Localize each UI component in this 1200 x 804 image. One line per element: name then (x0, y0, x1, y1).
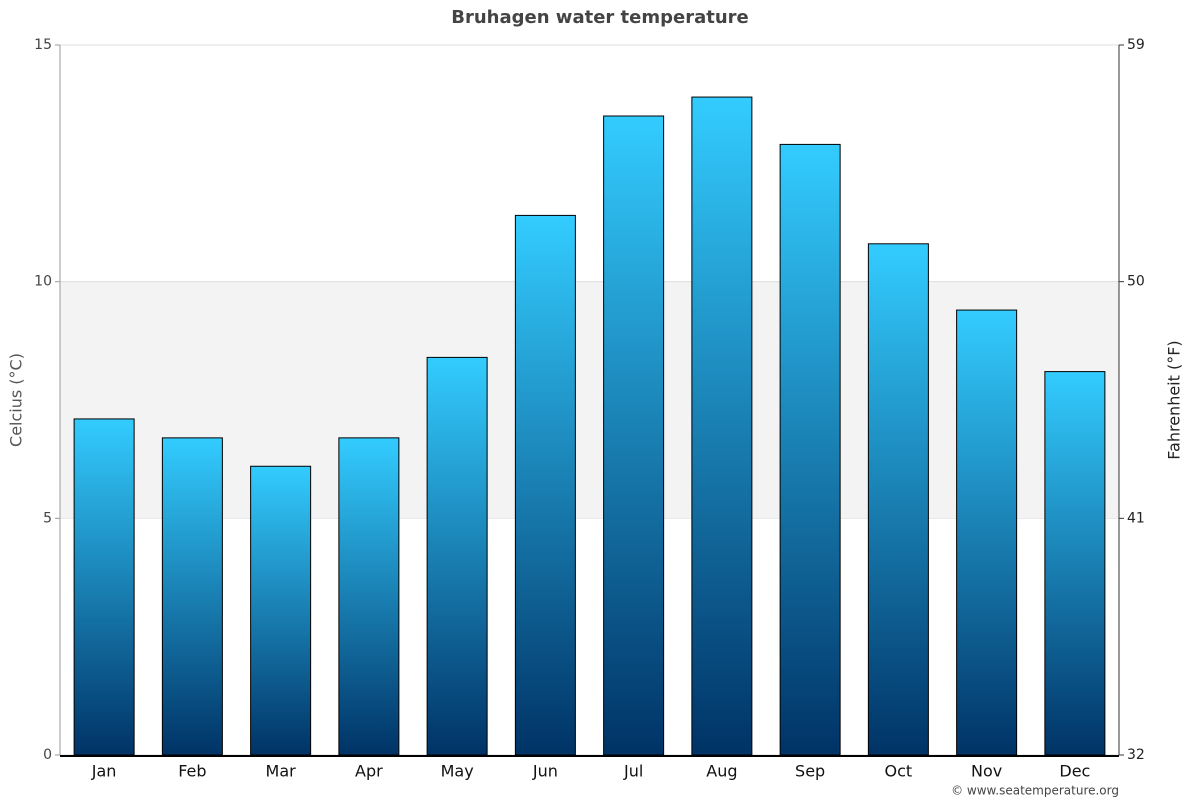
y-tick-label: 10 (34, 274, 52, 290)
bar (867, 243, 929, 756)
chart-title: Bruhagen water temperature (451, 7, 748, 28)
y-tick-label: 0 (43, 747, 52, 763)
y2-tick-label: 41 (1127, 510, 1145, 526)
bar (514, 214, 576, 756)
y-tick-label: 15 (34, 37, 52, 53)
x-tick-label: Feb (178, 762, 206, 781)
x-tick-label: Aug (706, 762, 737, 781)
bar (603, 115, 665, 756)
bar (338, 437, 400, 756)
y-axis-label: Celcius (°C) (7, 353, 26, 447)
x-tick-label: Jan (91, 762, 117, 781)
y-tick-label: 5 (43, 510, 52, 526)
band (60, 281, 1119, 519)
x-tick-label: Sep (795, 762, 825, 781)
bar (426, 356, 488, 756)
bar (779, 143, 841, 756)
x-tick-label: Apr (355, 762, 383, 781)
bar (73, 418, 135, 756)
y2-axis-label: Fahrenheit (°F) (1165, 340, 1184, 459)
x-tick-label: Nov (971, 762, 1002, 781)
y2-tick-label: 59 (1127, 37, 1145, 53)
source: © www.seatemperature.org (951, 784, 1119, 798)
y2-tick-label: 32 (1127, 747, 1145, 763)
x-tick-label: May (441, 762, 474, 781)
bar (956, 309, 1018, 756)
x-tick-label: Jul (623, 762, 643, 781)
x-tick-label: Dec (1059, 762, 1090, 781)
bar (250, 465, 312, 756)
bar (1044, 371, 1106, 756)
y2-tick-label: 50 (1127, 274, 1145, 290)
x-tick-label: Mar (266, 762, 297, 781)
x-tick-label: Oct (885, 762, 913, 781)
x-tick-label: Jun (532, 762, 558, 781)
plot-background (60, 44, 1119, 756)
bar (691, 96, 753, 756)
bar (161, 437, 223, 756)
